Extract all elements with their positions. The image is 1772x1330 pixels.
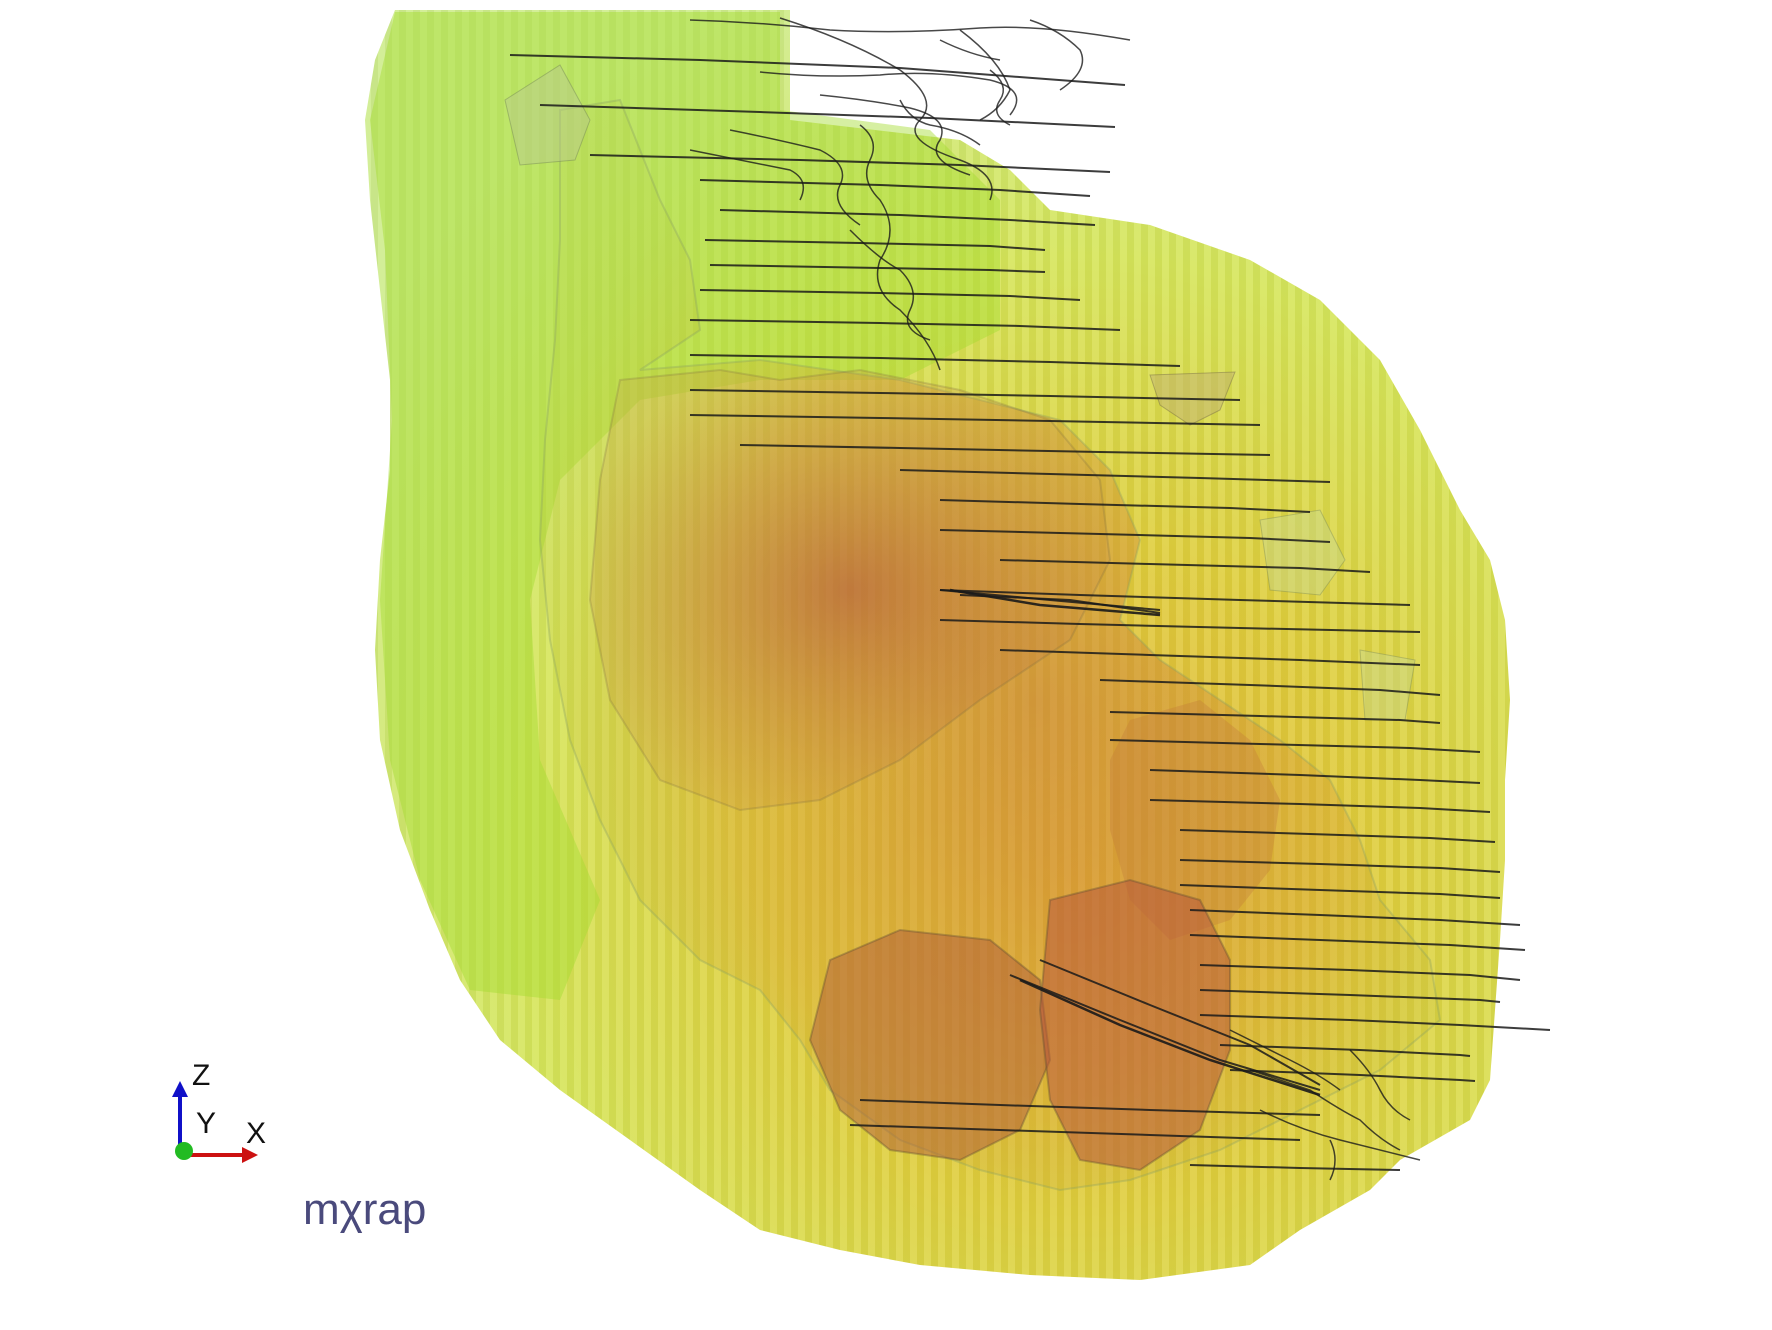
axis-triad: Z Y X	[172, 1059, 266, 1163]
isolated-shell-4	[1359, 649, 1416, 721]
drillhole-traces	[509, 54, 1551, 1171]
y-axis-marker	[175, 1142, 193, 1160]
x-axis-label: X	[246, 1117, 266, 1150]
y-axis-label: Y	[196, 1107, 216, 1140]
inclined-drillhole-2	[1019, 978, 1321, 1097]
underground-workings-bottom	[1229, 1029, 1421, 1181]
z-axis-arrow	[172, 1081, 188, 1097]
isolated-shell-1	[504, 64, 591, 166]
inclined-drillhole	[949, 588, 1161, 617]
underground-workings-top	[689, 17, 1131, 371]
mxrap-logo: mχrap	[303, 1185, 427, 1234]
core-lobe-upper	[588, 368, 1112, 812]
z-axis-label: Z	[192, 1059, 210, 1092]
x-axis-arrow	[242, 1147, 258, 1163]
upper-green-region	[370, 12, 1000, 1000]
core-lobe-right	[1110, 700, 1280, 940]
